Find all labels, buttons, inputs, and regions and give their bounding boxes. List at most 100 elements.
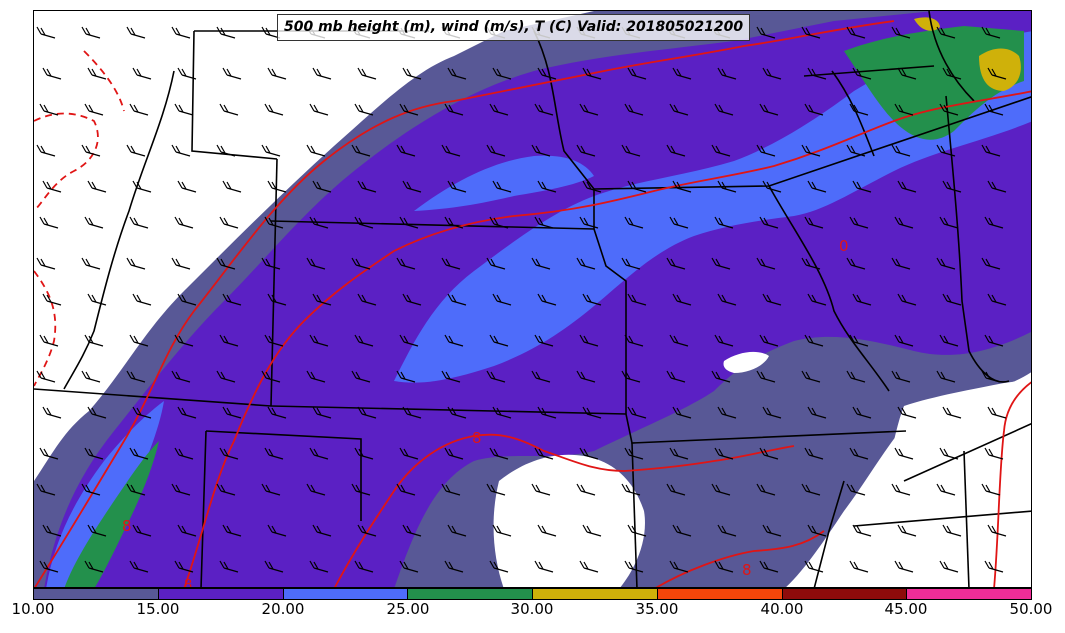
colorbar-tick-label: 45.00 (884, 600, 928, 618)
wind-barb (939, 103, 959, 116)
wind-barb (846, 257, 866, 270)
wind-barb (579, 334, 599, 347)
wind-barb (534, 560, 554, 573)
wind-barb (402, 524, 422, 537)
wind-barb (711, 370, 731, 383)
wind-barb (396, 257, 416, 270)
wind-barb (669, 447, 689, 460)
colorbar-tick-label: 15.00 (136, 600, 180, 618)
wind-barb (579, 216, 599, 229)
map-panel[interactable]: 8 8 8 8 0 (33, 10, 1032, 588)
wind-barb (762, 67, 782, 80)
wind-barb (582, 180, 602, 193)
wind-barb (846, 26, 866, 39)
wind-barb (666, 483, 686, 496)
wind-barb (129, 216, 149, 229)
wind-barb (894, 334, 914, 347)
wind-barb (984, 560, 1004, 573)
wind-barb (447, 293, 467, 306)
colorbar-segment (408, 589, 533, 599)
wind-barb (81, 144, 101, 157)
wind-barb (354, 216, 374, 229)
wind-barb (891, 483, 911, 496)
wind-barb (759, 216, 779, 229)
wind-barb (627, 406, 647, 419)
wind-barb (537, 293, 557, 306)
wind-barb (87, 67, 107, 80)
wind-barb (627, 524, 647, 537)
wind-barb (984, 216, 1004, 229)
wind-barb (666, 144, 686, 157)
wind-barb (129, 334, 149, 347)
wind-barb (264, 103, 284, 116)
wind-barb (126, 257, 146, 270)
wind-barb (219, 103, 239, 116)
wind-barb (81, 257, 101, 270)
wind-barb (804, 334, 824, 347)
wind-barb (807, 406, 827, 419)
wind-barb (897, 406, 917, 419)
contour-label: 8 (742, 561, 752, 579)
wind-barb (579, 560, 599, 573)
wind-barb (711, 144, 731, 157)
colorbar-tick-label: 25.00 (386, 600, 430, 618)
wind-barb (987, 180, 1007, 193)
wind-barb (936, 370, 956, 383)
wind-barb (852, 67, 872, 80)
wind-barb (531, 144, 551, 157)
wind-barb (846, 483, 866, 496)
wind-barb (261, 370, 281, 383)
wind-barb (177, 67, 197, 80)
wind-barb (666, 257, 686, 270)
wind-barb (177, 293, 197, 306)
wind-barb (627, 180, 647, 193)
wind-barb (36, 257, 56, 270)
wind-barb (582, 524, 602, 537)
wind-barb (267, 180, 287, 193)
wind-barb (309, 103, 329, 116)
wind-barb (852, 293, 872, 306)
wind-barb (492, 293, 512, 306)
wind-band-30-35-b (914, 17, 940, 31)
wind-barb (261, 483, 281, 496)
wind-barb (399, 447, 419, 460)
wind-barb (312, 406, 332, 419)
wind-barb (129, 103, 149, 116)
wind-barb (489, 103, 509, 116)
wind-barb (894, 447, 914, 460)
wind-barb (942, 524, 962, 537)
wind-barb (981, 144, 1001, 157)
wind-barb (627, 293, 647, 306)
wind-barb (216, 370, 236, 383)
wind-barb (666, 370, 686, 383)
wind-barb (171, 144, 191, 157)
wind-barb (852, 180, 872, 193)
wind-barb (267, 406, 287, 419)
wind-barb (531, 483, 551, 496)
wind-barb (174, 216, 194, 229)
wind-barb (807, 293, 827, 306)
wind-barb (981, 370, 1001, 383)
wind-barb (756, 483, 776, 496)
wind-barb (981, 257, 1001, 270)
wind-barb (804, 103, 824, 116)
wind-barb (759, 334, 779, 347)
wind-barb (129, 560, 149, 573)
wind-barb (357, 406, 377, 419)
wind-barb (447, 67, 467, 80)
wind-barb (222, 524, 242, 537)
wind-barb (399, 103, 419, 116)
wind-barb (126, 144, 146, 157)
wind-barb (807, 524, 827, 537)
wind-barb (219, 447, 239, 460)
colorbar-tick-label: 40.00 (760, 600, 804, 618)
state-borders (34, 11, 1031, 587)
wind-barb (492, 406, 512, 419)
wind-barb (132, 524, 152, 537)
colorbar-tick-label: 20.00 (261, 600, 305, 618)
wind-barb (489, 447, 509, 460)
wind-barb (846, 370, 866, 383)
wind-barb (261, 257, 281, 270)
wind-barb (396, 370, 416, 383)
wind-barb (84, 560, 104, 573)
